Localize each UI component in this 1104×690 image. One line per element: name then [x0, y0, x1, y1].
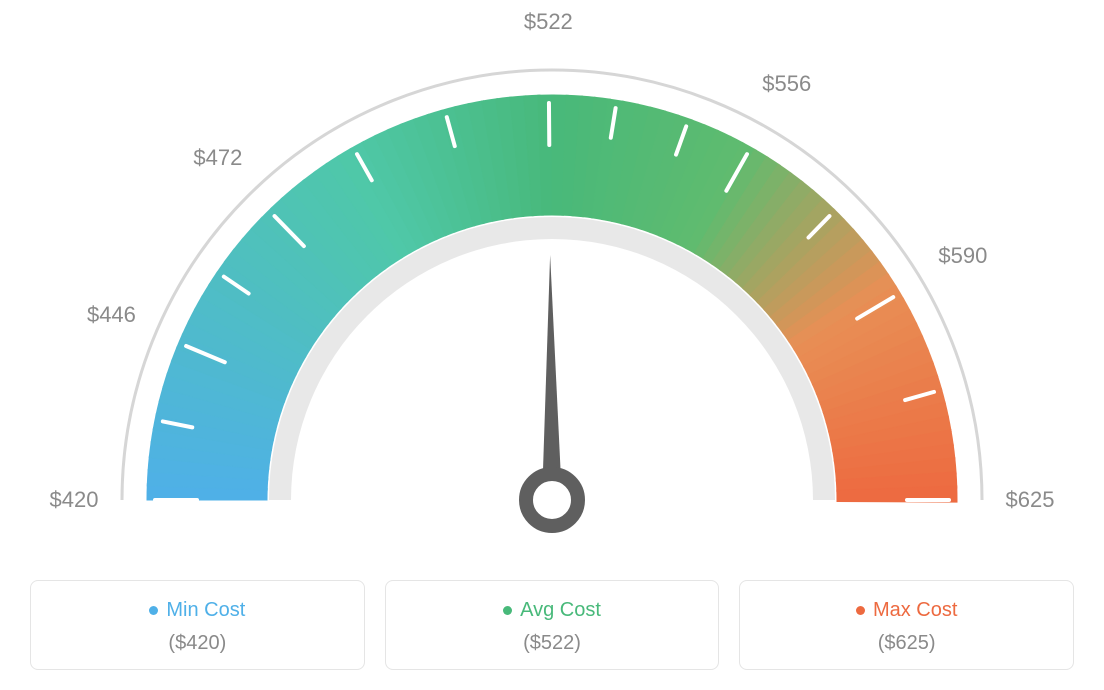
gauge-tick-label: $446	[87, 302, 136, 328]
gauge-svg	[0, 0, 1104, 560]
legend-max-label: Max Cost	[873, 599, 957, 622]
legend-title-max: Max Cost	[856, 599, 957, 622]
gauge-tick-label: $625	[1006, 487, 1055, 513]
legend-title-avg: Avg Cost	[503, 599, 601, 622]
legend-dot-icon	[856, 606, 865, 615]
legend-dot-icon	[149, 606, 158, 615]
legend-card-max: Max Cost ($625)	[739, 580, 1074, 670]
gauge-tick-label: $420	[50, 487, 99, 513]
legend-max-value: ($625)	[750, 632, 1063, 655]
legend-min-label: Min Cost	[166, 599, 245, 622]
legend-dot-icon	[503, 606, 512, 615]
legend-title-min: Min Cost	[149, 599, 245, 622]
gauge-tick-label: $556	[762, 71, 811, 97]
legend-card-min: Min Cost ($420)	[30, 580, 365, 670]
gauge-tick-label: $590	[938, 243, 987, 269]
gauge-tick-label: $472	[193, 145, 242, 171]
legend-row: Min Cost ($420) Avg Cost ($522) Max Cost…	[0, 580, 1104, 670]
legend-avg-value: ($522)	[396, 632, 709, 655]
gauge-tick-label: $522	[524, 9, 573, 35]
legend-card-avg: Avg Cost ($522)	[385, 580, 720, 670]
gauge-chart: $420 $446 $472 $522 $556 $590 $625	[0, 0, 1104, 560]
legend-avg-label: Avg Cost	[520, 599, 601, 622]
legend-min-value: ($420)	[41, 632, 354, 655]
